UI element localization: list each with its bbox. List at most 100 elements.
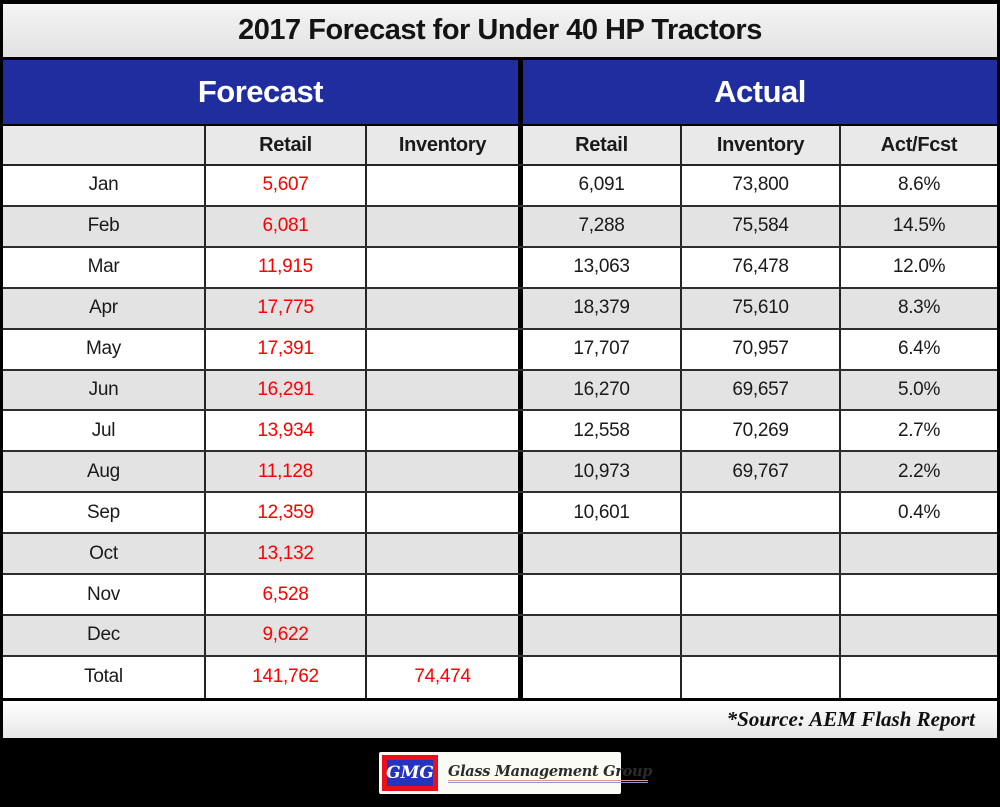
cell-month: Jul xyxy=(3,411,206,451)
table-row: May 17,391 17,707 70,957 6.4% xyxy=(3,329,997,371)
cell-month: Sep xyxy=(3,493,206,533)
cell-month: Apr xyxy=(3,288,206,328)
cell-forecast-inventory xyxy=(367,370,523,410)
cell-month: Feb xyxy=(3,206,206,246)
cell-forecast-retail: 17,775 xyxy=(206,288,367,328)
cell-actual-inventory xyxy=(682,575,841,614)
cell-forecast-inventory xyxy=(367,493,523,533)
cell-forecast-retail: 6,081 xyxy=(206,206,367,246)
cell-month: Total xyxy=(3,656,206,698)
column-header-forecast-inventory: Inventory xyxy=(367,126,523,164)
cell-act-fcst: 12.0% xyxy=(892,256,946,278)
column-header-actual-inventory: Inventory xyxy=(682,126,841,164)
cell-month: Jan xyxy=(3,166,206,205)
table-row: Jul 13,934 12,558 70,269 2.7% xyxy=(3,411,997,453)
cell-actual-inventory: 75,584 xyxy=(682,206,841,246)
column-header-month xyxy=(3,126,206,164)
cell-actual-retail: 13,063 xyxy=(523,247,682,287)
cell-actual-inventory: 73,800 xyxy=(682,166,841,205)
cell-forecast-inventory: 74,474 xyxy=(367,656,523,698)
gmg-logo-name: Glass Management Group xyxy=(448,762,653,780)
cell-actual-inventory xyxy=(682,615,841,655)
column-header-actual-retail: Retail xyxy=(523,126,682,164)
cell-forecast-inventory xyxy=(367,166,523,205)
report-sheet: 2017 Forecast for Under 40 HP Tractors F… xyxy=(3,4,997,738)
cell-actual-inventory: 76,478 xyxy=(682,247,841,287)
table-body: Jan 5,607 6,091 73,800 8.6% Feb 6,081 7,288 75,5… xyxy=(3,166,997,698)
cell-forecast-retail: 141,762 xyxy=(206,656,367,698)
cell-actual-retail: 6,091 xyxy=(523,166,682,205)
cell-month: Dec xyxy=(3,615,206,655)
cell-act-fcst: 5.0% xyxy=(897,378,941,400)
cell-actual-retail: 18,379 xyxy=(523,288,682,328)
cell-actual-retail xyxy=(523,656,682,698)
cell-actual-retail: 10,601 xyxy=(523,493,682,533)
cell-actual-retail xyxy=(523,615,682,655)
cell-act-fcst xyxy=(841,534,997,573)
gmg-logo-abbr: GMG xyxy=(386,759,434,786)
cell-forecast-inventory xyxy=(367,615,523,655)
cell-forecast-retail: 5,607 xyxy=(206,166,367,205)
section-header-actual: Actual xyxy=(523,60,997,124)
cell-forecast-retail: 9,622 xyxy=(206,615,367,655)
gmg-logo-red-box: GMG xyxy=(382,754,438,791)
cell-actual-inventory: 75,610 xyxy=(682,288,841,328)
cell-month: Oct xyxy=(3,534,206,574)
table-row: Mar 11,915 13,063 76,478 12.0% xyxy=(3,247,997,289)
cell-forecast-inventory xyxy=(367,534,523,574)
cell-act-fcst xyxy=(841,657,997,698)
cell-forecast-retail: 11,915 xyxy=(206,247,367,287)
cell-forecast-inventory xyxy=(367,411,523,451)
cell-month: Mar xyxy=(3,247,206,287)
cell-month: Nov xyxy=(3,575,206,614)
table-row: Jun 16,291 16,270 69,657 5.0% xyxy=(3,370,997,412)
cell-forecast-inventory xyxy=(367,247,523,287)
cell-forecast-inventory xyxy=(367,288,523,328)
table-row: Sep 12,359 10,601 0.4% xyxy=(3,493,997,535)
cell-actual-inventory: 69,657 xyxy=(682,370,841,410)
table-row: Dec 9,622 xyxy=(3,615,997,657)
cell-actual-inventory: 70,269 xyxy=(682,411,841,451)
cell-forecast-inventory xyxy=(367,452,523,492)
cell-actual-retail xyxy=(523,575,682,614)
column-header-row: Retail Inventory Retail Inventory Act/Fc… xyxy=(3,126,997,166)
cell-act-fcst xyxy=(841,616,997,655)
table-row: Jan 5,607 6,091 73,800 8.6% xyxy=(3,166,997,207)
cell-forecast-retail: 13,934 xyxy=(206,411,367,451)
cell-actual-inventory: 69,767 xyxy=(682,452,841,492)
table-row: Apr 17,775 18,379 75,610 8.3% xyxy=(3,288,997,330)
cell-month: Aug xyxy=(3,452,206,492)
cell-act-fcst: 8.6% xyxy=(897,174,941,196)
cell-forecast-retail: 17,391 xyxy=(206,329,367,369)
cell-act-fcst: 2.7% xyxy=(897,419,941,441)
table-row: Aug 11,128 10,973 69,767 2.2% xyxy=(3,452,997,494)
gmg-logo: GMG Glass Management Group xyxy=(379,751,652,794)
source-note: *Source: AEM Flash Report xyxy=(726,707,975,731)
footer-band: GMG Glass Management Group xyxy=(0,738,1000,807)
cell-forecast-retail: 16,291 xyxy=(206,370,367,410)
logo-underline-blue xyxy=(448,781,649,783)
table-row: Nov 6,528 xyxy=(3,575,997,616)
table-row: Oct 13,132 xyxy=(3,534,997,576)
logo-underline-red xyxy=(448,779,649,781)
column-header-forecast-retail: Retail xyxy=(206,126,367,164)
cell-act-fcst: 2.2% xyxy=(897,460,941,482)
page-title: 2017 Forecast for Under 40 HP Tractors xyxy=(3,4,997,60)
cell-actual-retail: 7,288 xyxy=(523,206,682,246)
cell-actual-retail: 17,707 xyxy=(523,329,682,369)
cell-act-fcst xyxy=(841,575,997,614)
cell-act-fcst: 8.3% xyxy=(897,297,941,319)
cell-act-fcst: 6.4% xyxy=(897,338,941,360)
cell-act-fcst: 14.5% xyxy=(892,215,946,237)
cell-forecast-retail: 12,359 xyxy=(206,493,367,533)
table-row: Total 141,762 74,474 xyxy=(3,656,997,698)
cell-month: Jun xyxy=(3,370,206,410)
column-header-act-fcst: Act/Fcst xyxy=(841,126,997,164)
cell-actual-inventory: 70,957 xyxy=(682,329,841,369)
cell-month: May xyxy=(3,329,206,369)
cell-actual-inventory xyxy=(682,493,841,533)
cell-actual-retail: 12,558 xyxy=(523,411,682,451)
cell-forecast-retail: 6,528 xyxy=(206,575,367,614)
gmg-logo-text-wrap: Glass Management Group xyxy=(448,763,652,783)
cell-actual-inventory xyxy=(682,534,841,574)
